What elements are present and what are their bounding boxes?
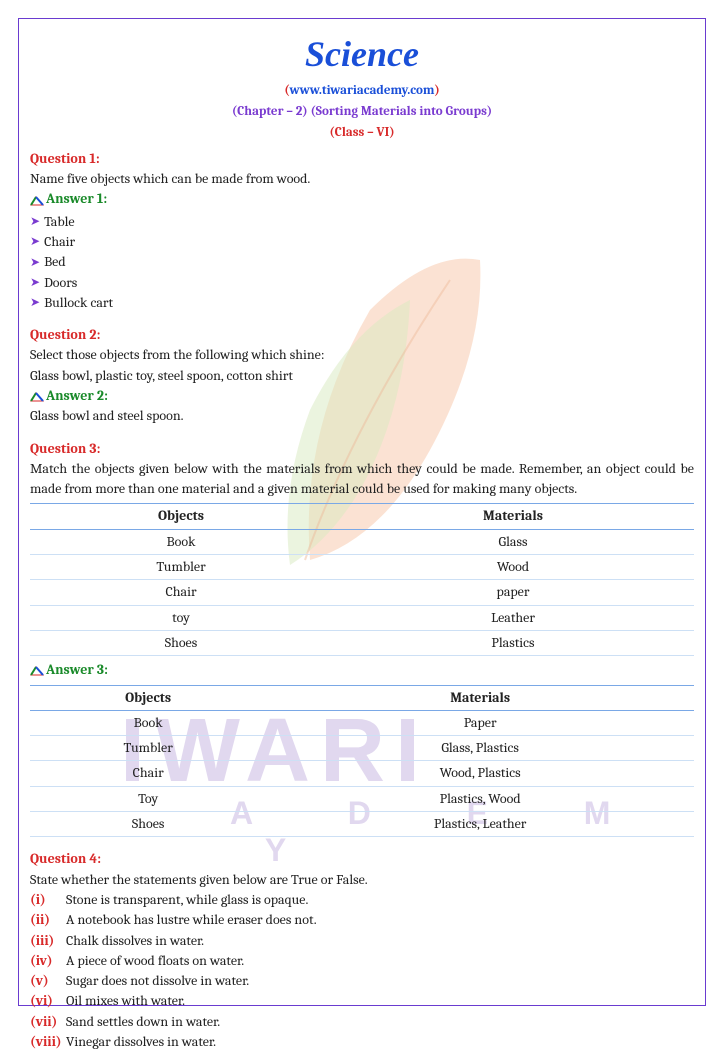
item-text: A piece of wood floats on water. <box>66 951 244 971</box>
td: Glass, Plastics <box>266 736 694 761</box>
bullet-icon: ➤ <box>30 274 40 291</box>
question-4-block: Question 4: State whether the statements… <box>30 849 694 1052</box>
list-item: (i)Stone is transparent, while glass is … <box>30 890 694 910</box>
question-2-block: Question 2: Select those objects from th… <box>30 325 694 426</box>
list-item: (ii)A notebook has lustre while eraser d… <box>30 910 694 930</box>
item-text: Oil mixes with water. <box>66 991 185 1011</box>
th-objects: Objects <box>30 504 332 529</box>
q3-answer-table: ObjectsMaterials BookPaper TumblerGlass,… <box>30 685 694 838</box>
list-item: (iii)Chalk dissolves in water. <box>30 931 694 951</box>
td: Tumbler <box>30 736 266 761</box>
q2-answer-label: Answer 2: <box>46 387 108 404</box>
list-item: ➤Doors <box>30 273 694 293</box>
bullet-icon: ➤ <box>30 294 40 311</box>
site-line: (www.tiwariacademy.com) <box>30 82 694 101</box>
q2-label: Question 2: <box>30 325 694 345</box>
list-item: ➤Chair <box>30 232 694 252</box>
td: Leather <box>332 605 694 630</box>
roman: (vi) <box>30 991 66 1011</box>
td: Shoes <box>30 630 332 655</box>
item-text: A notebook has lustre while eraser does … <box>66 910 317 930</box>
q2-text1: Select those objects from the following … <box>30 345 694 365</box>
roman: (ii) <box>30 910 66 930</box>
th-objects: Objects <box>30 685 266 710</box>
answer-icon <box>30 391 44 402</box>
td: Toy <box>30 786 266 811</box>
item-text: Sand settles down in water. <box>66 1012 220 1032</box>
list-item: ➤Bullock cart <box>30 293 694 313</box>
q1-list: ➤Table ➤Chair ➤Bed ➤Doors ➤Bullock cart <box>30 212 694 313</box>
roman: (v) <box>30 971 66 991</box>
item-text: Sugar does not dissolve in water. <box>66 971 249 991</box>
q1-text: Name five objects which can be made from… <box>30 169 694 189</box>
td: Chair <box>30 761 266 786</box>
th-materials: Materials <box>266 685 694 710</box>
td: paper <box>332 580 694 605</box>
td: Wood, Plastics <box>266 761 694 786</box>
q1-answer-row: Answer 1: <box>30 189 694 209</box>
q3-label: Question 3: <box>30 439 694 459</box>
td: Plastics, Wood <box>266 786 694 811</box>
paren-close: ) <box>434 83 439 98</box>
roman: (iii) <box>30 931 66 951</box>
list-item: ➤Bed <box>30 252 694 272</box>
list-item: (v)Sugar does not dissolve in water. <box>30 971 694 991</box>
list-item: (viii)Vinegar dissolves in water. <box>30 1032 694 1052</box>
td: Plastics, Leather <box>266 812 694 837</box>
item-text: Chair <box>44 232 75 252</box>
q3-text: Match the objects given below with the m… <box>30 459 694 500</box>
bullet-icon: ➤ <box>30 213 40 230</box>
q1-answer-label: Answer 1: <box>46 190 107 207</box>
td: Tumbler <box>30 555 332 580</box>
bullet-icon: ➤ <box>30 254 40 271</box>
list-item: (vi)Oil mixes with water. <box>30 991 694 1011</box>
q3-answer-row: Answer 3: <box>30 660 694 680</box>
td: Shoes <box>30 812 266 837</box>
item-text: Bullock cart <box>44 293 113 313</box>
q1-label: Question 1: <box>30 149 694 169</box>
answer-icon <box>30 195 44 206</box>
q4-text: State whether the statements given below… <box>30 870 694 890</box>
q3-answer-label: Answer 3: <box>46 661 108 678</box>
th-materials: Materials <box>332 504 694 529</box>
td: Glass <box>332 529 694 554</box>
list-item: (vii)Sand settles down in water. <box>30 1012 694 1032</box>
item-text: Chalk dissolves in water. <box>66 931 204 951</box>
td: Plastics <box>332 630 694 655</box>
roman: (vii) <box>30 1012 66 1032</box>
roman: (viii) <box>30 1032 66 1052</box>
answer-icon <box>30 665 44 676</box>
q3-question-table: ObjectsMaterials BookGlass TumblerWood C… <box>30 503 694 656</box>
question-1-block: Question 1: Name five objects which can … <box>30 149 694 313</box>
page-title: Science <box>30 28 694 80</box>
bullet-icon: ➤ <box>30 233 40 250</box>
td: Chair <box>30 580 332 605</box>
item-text: Doors <box>44 273 77 293</box>
td: Paper <box>266 710 694 735</box>
td: Book <box>30 529 332 554</box>
item-text: Table <box>44 212 75 232</box>
question-3-block: Question 3: Match the objects given belo… <box>30 439 694 838</box>
roman: (i) <box>30 890 66 910</box>
list-item: (iv)A piece of wood floats on water. <box>30 951 694 971</box>
roman: (iv) <box>30 951 66 971</box>
q2-answer-text: Glass bowl and steel spoon. <box>30 406 694 426</box>
class-line: (Class – VI) <box>30 124 694 143</box>
td: Wood <box>332 555 694 580</box>
q4-label: Question 4: <box>30 849 694 869</box>
q2-answer-row: Answer 2: <box>30 386 694 406</box>
item-text: Stone is transparent, while glass is opa… <box>66 890 308 910</box>
list-item: ➤Table <box>30 212 694 232</box>
q2-text2: Glass bowl, plastic toy, steel spoon, co… <box>30 366 694 386</box>
td: Book <box>30 710 266 735</box>
td: toy <box>30 605 332 630</box>
item-text: Bed <box>44 252 66 272</box>
site-link[interactable]: www.tiwariacademy.com <box>290 83 435 98</box>
item-text: Vinegar dissolves in water. <box>66 1032 216 1052</box>
chapter-line: (Chapter – 2) (Sorting Materials into Gr… <box>30 103 694 122</box>
